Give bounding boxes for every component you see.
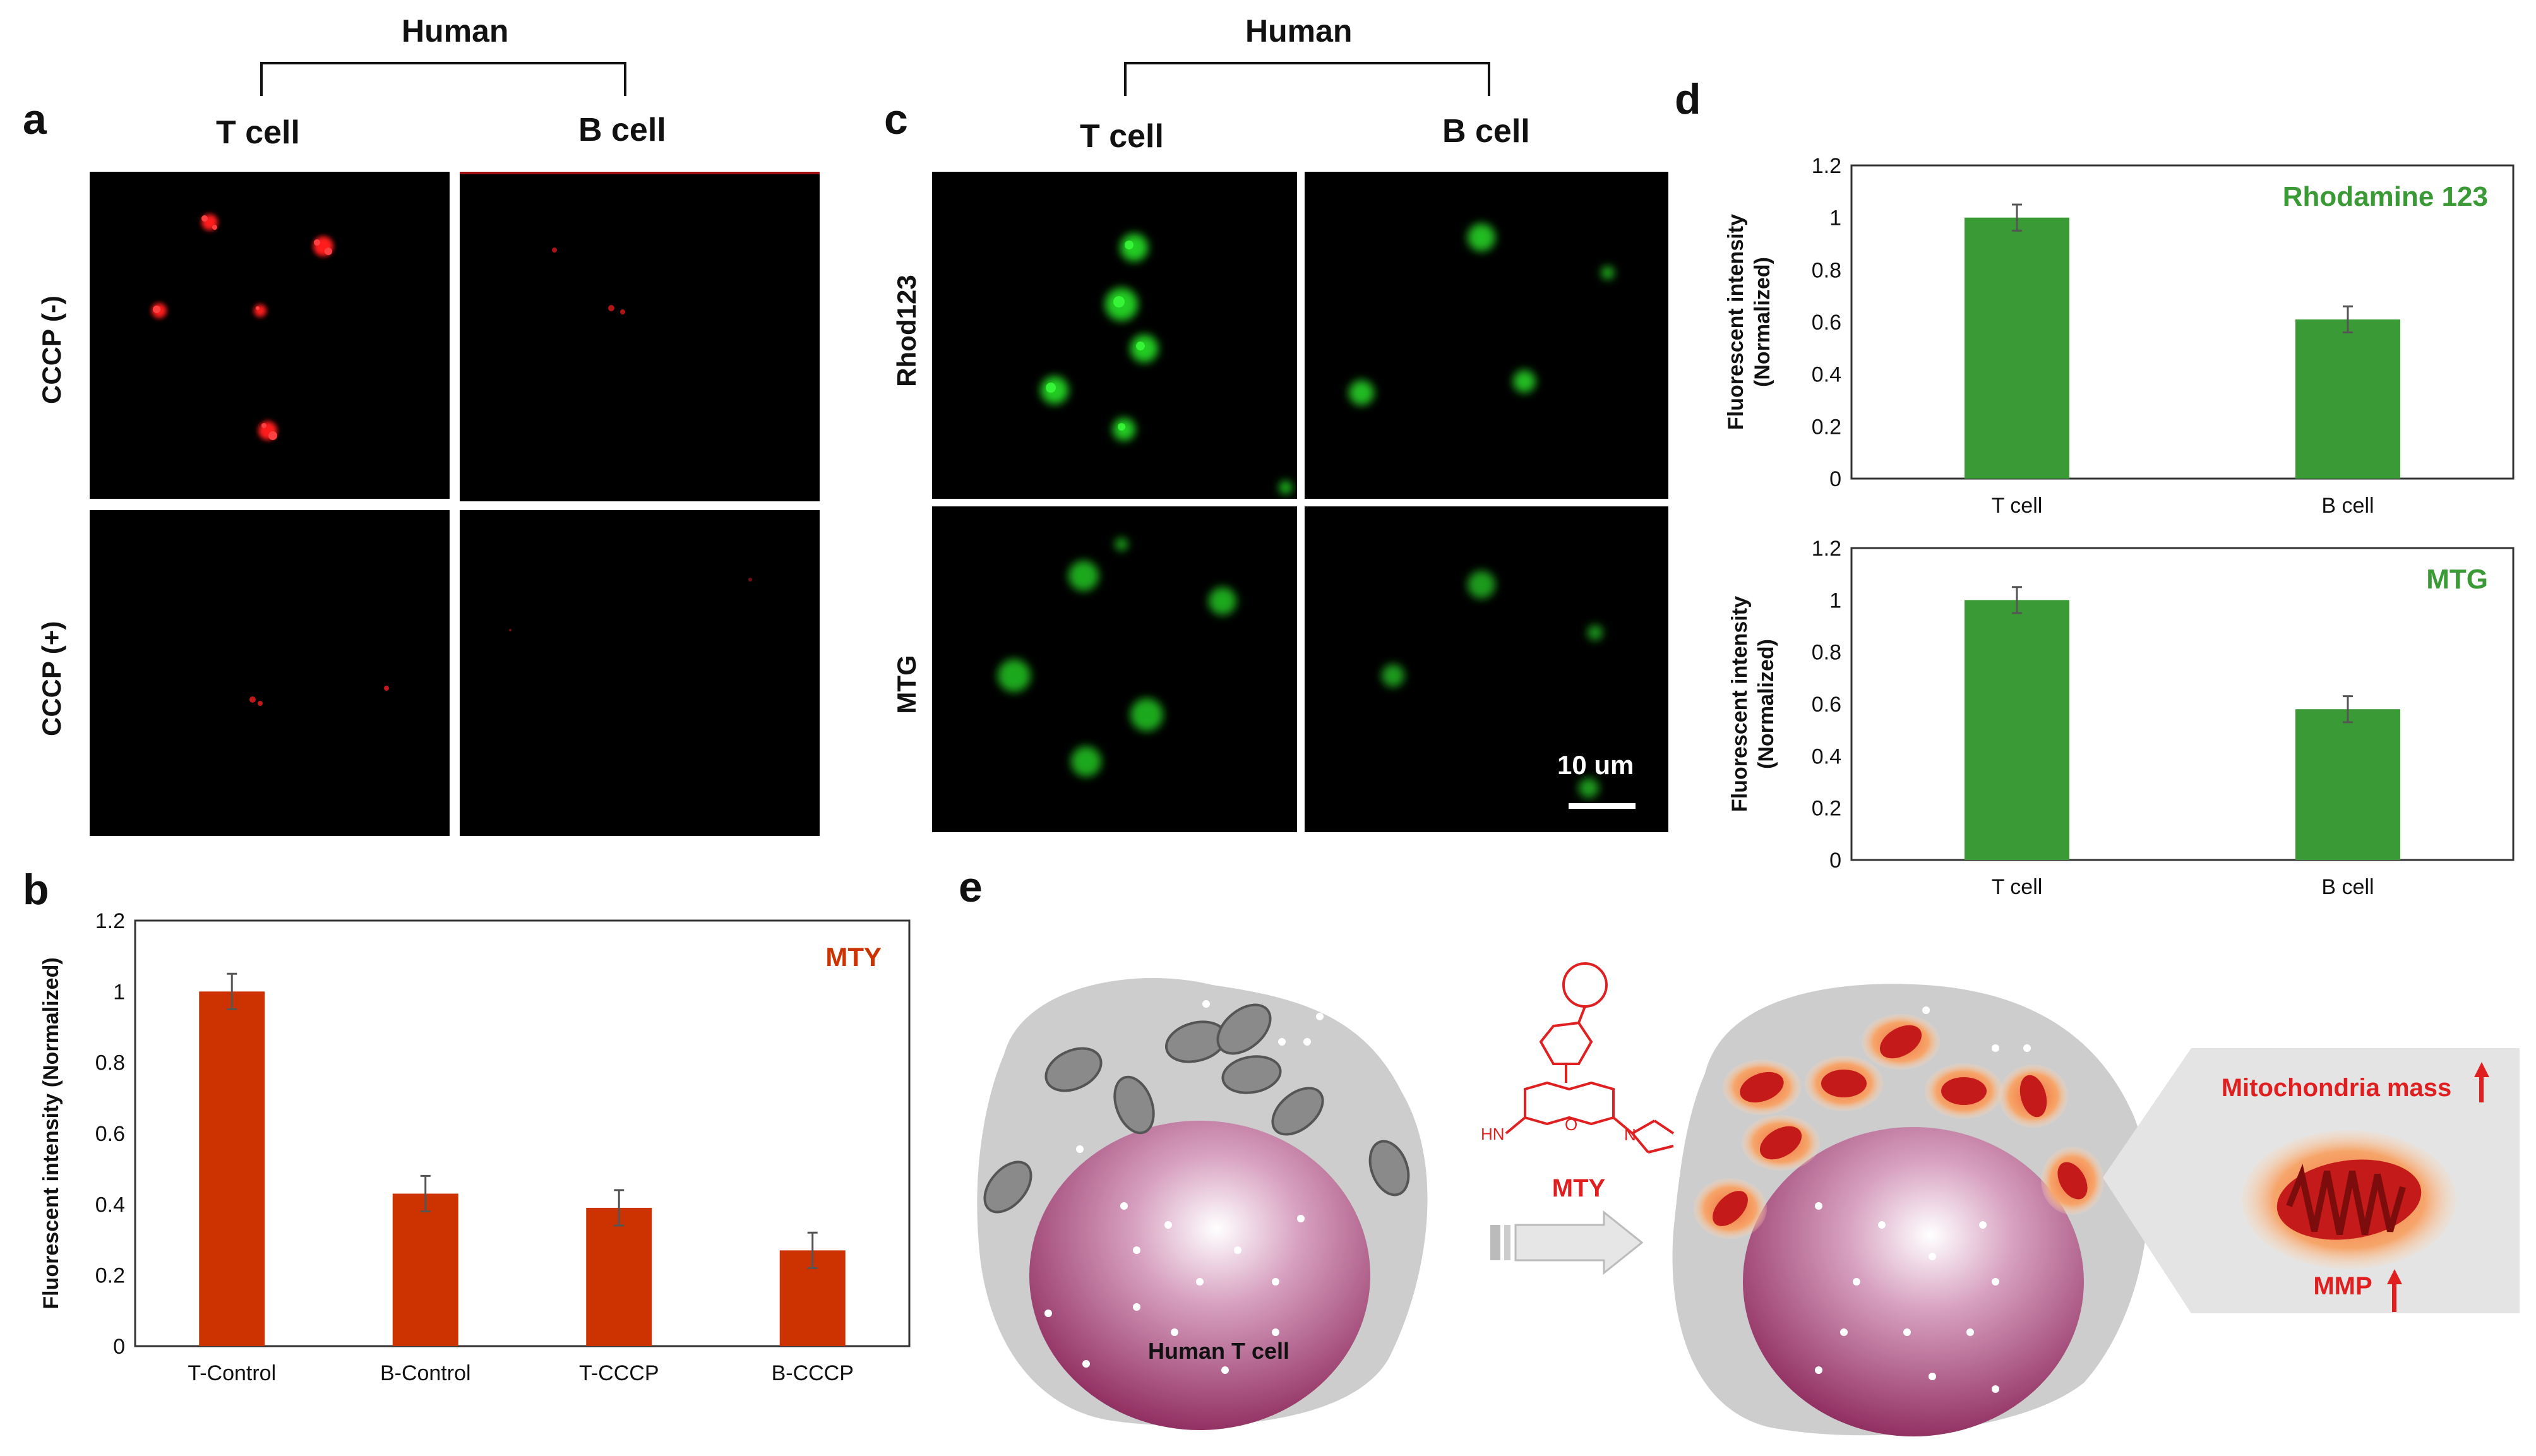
micrograph-c-tcell-rhod123 <box>932 172 1297 499</box>
micrograph-a-tcell-cccp <box>90 510 450 836</box>
cell-left-mitochondria <box>983 1003 1410 1214</box>
panel-c-row-rhod123: Rhod123 <box>892 275 921 387</box>
y-axis-label: Fluorescent intensity <box>1728 596 1752 812</box>
panel-a-letter: a <box>23 95 47 143</box>
micrograph-a-bcell-cccp <box>460 510 820 836</box>
y-tick-label: 1 <box>1829 588 1841 612</box>
panel-c-col-tcell: T cell <box>1080 118 1164 155</box>
cell-right-mitochondria <box>1694 1014 2104 1239</box>
zoomed-mitochondrion <box>2242 1130 2456 1269</box>
mmp-label: MMP <box>2313 1272 2372 1300</box>
y-tick-label: 0 <box>1829 849 1841 873</box>
y-tick-label: 0.2 <box>1812 415 1841 439</box>
bar <box>586 1207 652 1346</box>
mty-o: O <box>1565 1115 1577 1134</box>
panel-a-row-cccp-neg: CCCP (-) <box>37 295 66 404</box>
chart-d-mtg: 0 0.2 0.4 0.6 0.8 1 1.2 T cell B cell MTG Fluoresc… <box>1728 537 2515 899</box>
panel-c-group-title: Human <box>1245 13 1353 49</box>
bar <box>1965 600 2069 860</box>
bar <box>2295 709 2400 860</box>
panel-e-letter: e <box>959 863 983 911</box>
y-tick-label: 0.2 <box>1812 797 1841 821</box>
chart-b: 0 0.2 0.4 0.6 0.8 1 1.2 T-Control B-Control T-CCC… <box>39 909 911 1385</box>
y-tick-label: 0.8 <box>1812 641 1841 665</box>
x-category-label: T cell <box>1992 875 2043 899</box>
y-axis-label: (Normalized) <box>1750 257 1774 387</box>
micrograph-c-bcell-rhod123 <box>1305 172 1668 499</box>
chart-title: MTG <box>2426 564 2488 595</box>
panel-a-col-bcell: B cell <box>578 112 666 148</box>
cell-right-nucleus <box>1743 1127 2084 1436</box>
mty-label: MTY <box>1552 1174 1606 1202</box>
mmp-up-arrow-icon <box>2387 1269 2402 1312</box>
bar <box>2295 319 2400 479</box>
mito-mass-up-arrow-icon <box>2474 1062 2489 1102</box>
y-tick-label: 1.2 <box>1812 154 1841 178</box>
chart-d-rhodamine: 0 0.2 0.4 0.6 0.8 1 1.2 T cell B cell Rhodamine 1… <box>1724 154 2515 518</box>
panel-a-bracket <box>260 62 626 96</box>
mty-n: N <box>1624 1125 1636 1144</box>
panel-c-bracket <box>1124 62 1490 96</box>
y-tick-label: 1 <box>113 980 125 1004</box>
y-tick-label: 1.2 <box>1812 537 1841 561</box>
mito-mass-label: Mitochondria mass <box>2222 1074 2452 1102</box>
panel-c-letter: c <box>884 95 908 143</box>
panel-b-letter: b <box>23 866 49 914</box>
x-category-label: T-CCCP <box>579 1361 659 1385</box>
chart-title: Rhodamine 123 <box>2283 181 2488 212</box>
scalebar <box>1569 803 1636 809</box>
y-axis-label: Fluorescent intensity <box>1724 214 1748 430</box>
chart-title: MTY <box>825 942 882 972</box>
y-tick-label: 0.4 <box>1812 744 1841 768</box>
plot-frame <box>1850 547 2515 861</box>
y-tick-label: 0.8 <box>1812 258 1841 282</box>
y-tick-label: 0.4 <box>95 1193 125 1217</box>
y-tick-label: 1.2 <box>95 909 125 933</box>
schematic-e: Human T cell HN O N MTY <box>977 962 2520 1436</box>
y-tick-label: 0 <box>1829 467 1841 491</box>
y-axis-label: Fluorescent intensity (Normalized) <box>39 957 63 1309</box>
x-category-label: T cell <box>1992 494 2043 518</box>
y-tick-label: 0.6 <box>95 1122 125 1146</box>
y-tick-label: 1 <box>1829 206 1841 230</box>
panel-a-group-title: Human <box>402 13 509 49</box>
plot-frame <box>1850 164 2515 480</box>
y-axis-label: (Normalized) <box>1754 639 1778 769</box>
plot-frame <box>134 919 911 1347</box>
y-tick-label: 0.8 <box>95 1051 125 1075</box>
bar <box>1965 217 2069 479</box>
x-category-label: B-CCCP <box>772 1361 854 1385</box>
y-tick-label: 0 <box>113 1335 125 1359</box>
bar <box>392 1193 458 1346</box>
cell-left-nucleus <box>1029 1121 1370 1430</box>
mty-structure-icon <box>1505 962 1675 1154</box>
x-category-label: B-Control <box>380 1361 471 1385</box>
panel-c-col-bcell: B cell <box>1442 113 1530 150</box>
y-tick-label: 0.6 <box>1812 693 1841 717</box>
y-tick-label: 0.2 <box>95 1264 125 1288</box>
x-category-label: T-Control <box>188 1361 276 1385</box>
scalebar-label: 10 um <box>1557 750 1634 780</box>
process-arrow-icon <box>1490 1210 1644 1275</box>
panel-a-col-tcell: T cell <box>216 114 300 151</box>
micrograph-c-tcell-mtg <box>932 506 1297 832</box>
x-category-label: B cell <box>2321 494 2374 518</box>
bar <box>199 991 265 1346</box>
panel-a-row-cccp-pos: CCCP (+) <box>37 621 66 736</box>
panel-d-letter: d <box>1675 75 1701 123</box>
cell-left-label: Human T cell <box>1148 1338 1289 1364</box>
x-category-label: B cell <box>2321 875 2374 899</box>
micrograph-a-bcell-control <box>460 172 820 501</box>
y-tick-label: 0.6 <box>1812 311 1841 335</box>
panel-c-row-mtg: MTG <box>892 655 921 714</box>
micrograph-a-tcell-control <box>90 172 450 499</box>
mty-hn: HN <box>1481 1125 1505 1143</box>
y-tick-label: 0.4 <box>1812 363 1841 387</box>
micrograph-c-bcell-mtg: 10 um <box>1305 506 1668 832</box>
